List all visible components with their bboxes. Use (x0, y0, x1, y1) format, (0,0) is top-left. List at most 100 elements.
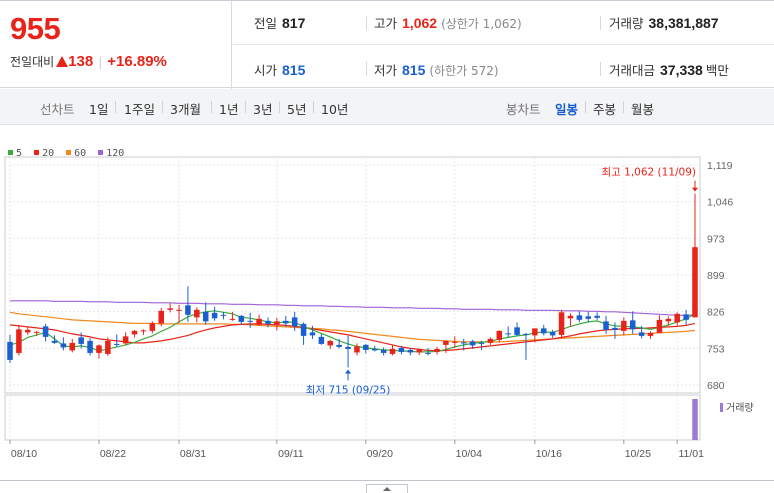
legend-swatch (8, 150, 13, 155)
price-box: 955 전일대비 138 | +16.89% (0, 1, 232, 89)
y-tick-label: 753 (707, 343, 725, 355)
y-axis: 1,119 1,046 973 899 826 753 680 (707, 160, 733, 392)
volume: 거래량 38,381,887 (609, 13, 719, 32)
candle-body (300, 323, 307, 336)
max-price-annotation: 최고 1,062 (11/09) (601, 167, 696, 179)
legend-swatch (34, 150, 40, 155)
legend-swatch (98, 150, 104, 155)
period-1y[interactable]: 1년 (219, 102, 239, 117)
volume-legend-label: 거래량 (726, 402, 754, 414)
amount-unit: 백만 (705, 63, 729, 78)
x-tick-label: 08/22 (100, 448, 126, 460)
candle-body (558, 312, 565, 335)
y-tick-label: 1,046 (707, 197, 733, 209)
legend-label: 20 (42, 148, 55, 159)
candle-body (443, 340, 449, 345)
candle-body (87, 340, 93, 353)
legend-ma5: 5 (8, 148, 22, 159)
candle-body (140, 330, 147, 332)
candle-body (211, 312, 218, 319)
x-axis: 08/10 08/22 08/31 09/11 09/20 10/04 10/16 10/25… (9, 440, 704, 460)
candle-body (113, 343, 120, 345)
candle-body (478, 342, 485, 344)
open-label: 시가 (254, 63, 278, 78)
prev-close: 전일 817 (254, 13, 305, 32)
volume-bar (692, 399, 698, 440)
up-arrow-icon (56, 56, 69, 67)
row-divider (233, 44, 774, 45)
candle-body (194, 309, 200, 318)
candle-body (256, 318, 262, 325)
candle-weekly[interactable]: 주봉 (593, 102, 617, 117)
period-1w[interactable]: 1주일 (124, 102, 155, 117)
trade-amount: 거래대금 37,338 백만 (609, 60, 729, 79)
chevron-up-icon (383, 487, 391, 491)
amount-value: 37,338 (660, 62, 703, 78)
candle-body (336, 344, 342, 347)
line-chart-label: 선차트 (40, 102, 75, 117)
candle-body (416, 349, 422, 353)
period-3y[interactable]: 3년 (253, 102, 273, 117)
candle-body (25, 329, 31, 333)
candle-body (532, 328, 538, 336)
candle-body (629, 320, 636, 330)
divider (623, 101, 624, 113)
candle-body (69, 342, 76, 351)
divider (245, 101, 246, 113)
candle-body (202, 311, 209, 322)
annotations: 최고 1,062 (11/09) 최저 715 (09/25) (306, 167, 698, 396)
legend-swatch (66, 150, 72, 155)
candle-body (131, 330, 138, 335)
y-tick-label: 899 (707, 270, 725, 282)
ma-legend: 5 20 60 120 (8, 148, 130, 159)
change-rate: +16.89% (107, 53, 167, 70)
candle-body (7, 341, 13, 360)
candle-body (16, 329, 22, 353)
period-1d[interactable]: 1일 (89, 102, 109, 117)
x-tick-label: 08/31 (180, 448, 206, 460)
candle-daily[interactable]: 일봉 (555, 102, 579, 117)
grid (4, 156, 701, 440)
prev-close-value: 817 (282, 15, 306, 31)
candle-body (238, 315, 245, 322)
candle-body (51, 340, 58, 343)
y-tick-label: 826 (707, 307, 725, 319)
volume-pane: 거래량 (4, 394, 754, 441)
candle-body (283, 320, 289, 324)
collapse-chart-button[interactable] (366, 484, 408, 493)
candle-body (309, 332, 316, 336)
candle-body (176, 309, 182, 311)
candle-body (656, 319, 663, 333)
volume-legend-swatch (720, 403, 723, 412)
max-arrow-head (692, 187, 698, 192)
current-price: 955 (10, 11, 61, 46)
candle-body (229, 318, 236, 320)
candle-body (380, 349, 387, 353)
period-5y[interactable]: 5년 (287, 102, 307, 117)
x-tick-label: 10/25 (625, 448, 651, 460)
amount-label: 거래대금 (609, 63, 656, 78)
divider (115, 101, 116, 113)
candle-body (96, 345, 102, 353)
candle-body (318, 336, 325, 344)
candle-body (354, 346, 360, 353)
period-3m[interactable]: 3개월 (170, 102, 201, 117)
quote-summary: 955 전일대비 138 | +16.89% 전일 817 고가 1,062 (상한가 1,… (0, 0, 774, 89)
volume-frame (4, 394, 701, 441)
candle-body (122, 336, 129, 344)
candle-body (683, 314, 689, 320)
candle-body (425, 352, 431, 354)
candle-monthly[interactable]: 월봉 (631, 102, 655, 117)
period-10y[interactable]: 10년 (321, 102, 349, 117)
legend-label: 5 (16, 148, 23, 159)
day-high: 고가 1,062 (상한가 1,062) (374, 13, 522, 32)
divider (279, 101, 280, 113)
ma5-line (9, 310, 696, 353)
candle-body (60, 343, 67, 348)
candle-body (692, 247, 698, 318)
candle-body (247, 320, 253, 322)
legend-label: 120 (106, 148, 125, 159)
candle-body (167, 308, 173, 310)
x-tick-label: 10/04 (456, 448, 482, 460)
candle-body (594, 315, 600, 318)
